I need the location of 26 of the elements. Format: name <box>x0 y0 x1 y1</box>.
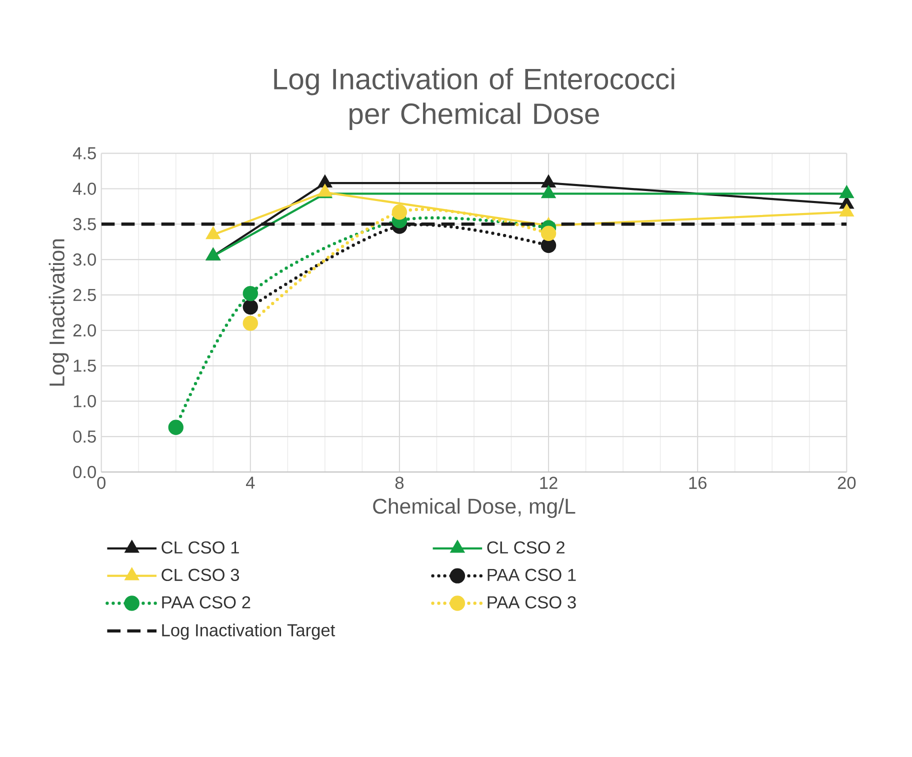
y-tick-label: 2.5 <box>73 288 96 301</box>
y-tick-label: 3.0 <box>73 253 96 266</box>
y-tick-label: 3.5 <box>73 218 96 230</box>
y-tick-label: 0.5 <box>73 430 96 443</box>
x-tick-label: 20 <box>838 476 856 489</box>
y-tick-label: 1.0 <box>74 394 96 408</box>
y-tick-label: 2.0 <box>73 324 96 336</box>
x-axis-title: Chemical Dose, mg/L <box>373 498 576 518</box>
legend-label: CL CSO 3 <box>162 568 240 581</box>
legend-label: PAA CSO 1 <box>488 568 576 581</box>
x-tick-label: 16 <box>689 476 706 489</box>
y-tick-label: 4.0 <box>72 182 96 195</box>
legend-label: Log Inactivation Target <box>162 623 336 640</box>
y-axis-title: Log Inactivation <box>48 239 69 386</box>
y-tick-label: 1.5 <box>74 360 96 372</box>
y-tick-label: 0.0 <box>73 466 96 478</box>
legend-label: PAA CSO 2 <box>162 596 250 608</box>
y-tick-label: 4.5 <box>72 147 96 160</box>
legend-label: PAA CSO 3 <box>488 596 576 608</box>
x-tick-label: 8 <box>395 476 404 489</box>
legend-label: CL CSO 2 <box>487 541 564 554</box>
legend-label: CL CSO 1 <box>162 541 239 554</box>
x-tick-label: 12 <box>540 476 558 489</box>
chart-title: Log Inactivation of Enterococci per Chemical Dose <box>274 68 674 130</box>
x-tick-label: 0 <box>97 476 106 489</box>
x-tick-label: 4 <box>246 476 255 488</box>
